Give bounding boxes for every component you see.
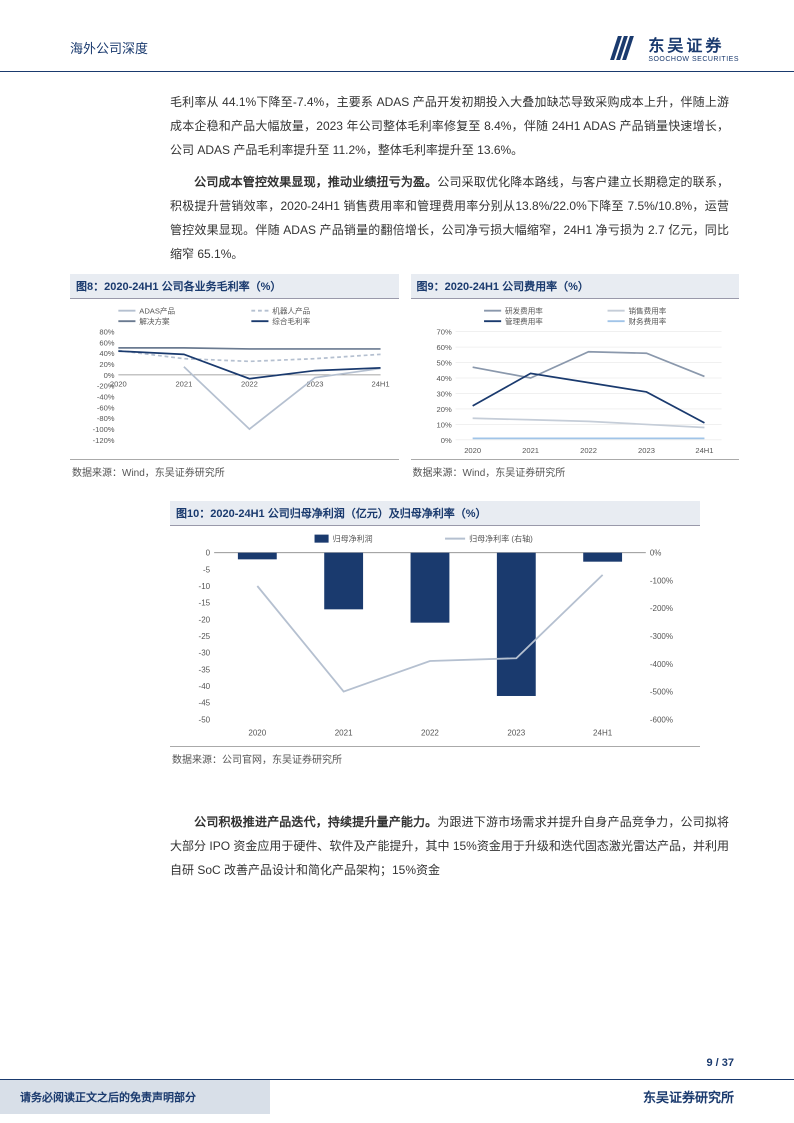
svg-text:50%: 50% (436, 358, 451, 367)
svg-text:-30: -30 (199, 649, 211, 658)
chart-8: 图8：2020-24H1 公司各业务毛利率（%） ADAS产品 机器人产品解决方案… (70, 274, 399, 483)
chart-8-title: 图8：2020-24H1 公司各业务毛利率（%） (70, 274, 399, 299)
svg-text:60%: 60% (436, 343, 451, 352)
svg-text:归母净利润: 归母净利润 (333, 534, 373, 544)
svg-text:2023: 2023 (638, 446, 655, 455)
svg-text:-60%: -60% (97, 403, 115, 412)
header-title: 海外公司深度 (70, 38, 148, 57)
svg-text:2022: 2022 (580, 446, 597, 455)
svg-text:2020: 2020 (464, 446, 481, 455)
svg-text:-15: -15 (199, 599, 211, 608)
logo-en: SOOCHOW SECURITIES (648, 56, 739, 63)
svg-text:40%: 40% (436, 374, 451, 383)
svg-text:2021: 2021 (175, 379, 192, 388)
svg-text:-100%: -100% (93, 425, 115, 434)
svg-text:20%: 20% (99, 360, 114, 369)
svg-text:-20: -20 (199, 615, 211, 624)
svg-text:-40%: -40% (97, 392, 115, 401)
page-number: 9 / 37 (706, 1057, 734, 1069)
svg-text:0%: 0% (440, 436, 451, 445)
svg-text:-35: -35 (199, 665, 211, 674)
footer-org: 东吴证券研究所 (643, 1087, 734, 1106)
svg-text:-120%: -120% (93, 436, 115, 445)
svg-text:2023: 2023 (307, 379, 324, 388)
paragraph-1: 毛利率从 44.1%下降至-7.4%，主要系 ADAS 产品开发初期投入大叠加缺… (170, 90, 729, 162)
svg-text:2021: 2021 (522, 446, 539, 455)
svg-text:10%: 10% (436, 420, 451, 429)
svg-text:-200%: -200% (650, 604, 673, 613)
svg-text:-5: -5 (203, 565, 211, 574)
chart-10: 图10：2020-24H1 公司归母净利润（亿元）及归母净利率（%） 归母净利润… (170, 501, 700, 770)
svg-text:综合毛利率: 综合毛利率 (272, 316, 310, 326)
svg-text:2022: 2022 (241, 379, 258, 388)
svg-text:归母净利率 (右轴): 归母净利率 (右轴) (469, 534, 533, 544)
page-footer: 请务必阅读正文之后的免责声明部分 东吴证券研究所 (0, 1079, 794, 1113)
svg-text:机器人产品: 机器人产品 (272, 306, 310, 316)
chart-10-title: 图10：2020-24H1 公司归母净利润（亿元）及归母净利率（%） (170, 501, 700, 526)
svg-text:-10: -10 (199, 582, 211, 591)
svg-text:30%: 30% (436, 389, 451, 398)
svg-text:80%: 80% (99, 327, 114, 336)
chart-9-title: 图9：2020-24H1 公司费用率（%） (411, 274, 740, 299)
svg-text:-80%: -80% (97, 414, 115, 423)
svg-text:40%: 40% (99, 349, 114, 358)
svg-text:-45: -45 (199, 699, 211, 708)
svg-text:24H1: 24H1 (371, 379, 389, 388)
svg-text:解决方案: 解决方案 (139, 316, 170, 326)
svg-text:2020: 2020 (248, 728, 266, 737)
logo-mark-icon (614, 36, 642, 60)
svg-text:-300%: -300% (650, 632, 673, 641)
svg-text:0%: 0% (650, 549, 662, 558)
svg-text:2021: 2021 (335, 728, 353, 737)
svg-text:销售费用率: 销售费用率 (628, 306, 666, 316)
svg-text:2022: 2022 (421, 728, 439, 737)
svg-text:0: 0 (206, 549, 211, 558)
svg-text:-25: -25 (199, 632, 211, 641)
svg-text:ADAS产品: ADAS产品 (139, 306, 175, 316)
svg-text:-100%: -100% (650, 576, 673, 585)
svg-text:24H1: 24H1 (593, 728, 613, 737)
svg-text:财务费用率: 财务费用率 (628, 316, 666, 326)
chart-9-source: 数据来源：Wind，东吴证券研究所 (411, 459, 740, 483)
svg-text:20%: 20% (436, 405, 451, 414)
footer-disclaimer: 请务必阅读正文之后的免责声明部分 (0, 1080, 270, 1114)
svg-text:-400%: -400% (650, 660, 673, 669)
company-logo: 东吴证券 SOOCHOW SECURITIES (614, 32, 739, 63)
logo-cn: 东吴证券 (648, 32, 739, 56)
paragraph-3: 公司积极推进产品迭代，持续提升量产能力。为跟进下游市场需求并提升自身产品竞争力，… (170, 810, 729, 882)
svg-text:60%: 60% (99, 338, 114, 347)
svg-text:-40: -40 (199, 682, 211, 691)
chart-9: 图9：2020-24H1 公司费用率（%） 研发费用率 销售费用率管理费用率 财务费… (411, 274, 740, 483)
svg-text:-500%: -500% (650, 688, 673, 697)
page-header: 海外公司深度 东吴证券 SOOCHOW SECURITIES (0, 0, 794, 72)
svg-text:2020: 2020 (110, 379, 127, 388)
svg-text:-50: -50 (199, 715, 211, 724)
chart-8-source: 数据来源：Wind，东吴证券研究所 (70, 459, 399, 483)
svg-text:24H1: 24H1 (695, 446, 713, 455)
svg-text:70%: 70% (436, 327, 451, 336)
svg-text:-600%: -600% (650, 715, 673, 724)
svg-text:管理费用率: 管理费用率 (504, 316, 542, 326)
svg-text:研发费用率: 研发费用率 (504, 306, 542, 316)
chart-row-top: 图8：2020-24H1 公司各业务毛利率（%） ADAS产品 机器人产品解决方案… (70, 274, 739, 483)
paragraph-2: 公司成本管控效果显现，推动业绩扭亏为盈。公司采取优化降本路线，与客户建立长期稳定… (170, 170, 729, 266)
svg-text:2023: 2023 (507, 728, 525, 737)
chart-10-source: 数据来源：公司官网，东吴证券研究所 (170, 746, 700, 770)
